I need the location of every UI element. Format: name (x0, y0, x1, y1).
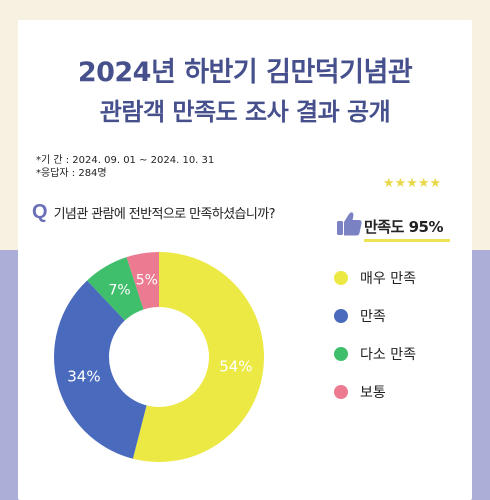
slice-label: 5% (136, 272, 158, 288)
rating-stars-icon: ★★★★★ (382, 176, 442, 191)
legend-item: 매우 만족 (334, 268, 416, 288)
legend-item: 보통 (334, 382, 386, 402)
satisfaction-underline (364, 239, 450, 242)
pie-slice (126, 252, 159, 310)
slice-label: 54% (219, 358, 252, 376)
question-text: 기념관 관람에 전반적으로 만족하셨습니까? (53, 206, 276, 222)
survey-period: *기 간 : 2024. 09. 01 ~ 2024. 10. 31 (36, 155, 215, 166)
page-title: 2024년 하반기 김만덕기념관 (77, 57, 413, 88)
survey-respondents: *응답자 : 284명 (36, 168, 107, 179)
question-row: Q 기념관 관람에 전반적으로 만족하셨습니까? (32, 200, 276, 224)
satisfaction-summary: 만족도 95% (364, 218, 444, 236)
legend-swatch (334, 385, 348, 399)
legend-swatch (334, 347, 348, 361)
survey-card: 2024년 하반기 김만덕기념관 관람객 만족도 조사 결과 공개 *기 간 :… (18, 20, 472, 500)
legend-label: 만족 (360, 309, 386, 325)
legend-item: 만족 (334, 306, 386, 326)
pie-slice (132, 252, 264, 462)
legend-swatch (334, 271, 348, 285)
legend-item: 다소 만족 (334, 344, 416, 364)
legend-label: 다소 만족 (360, 347, 416, 363)
slice-label: 7% (108, 282, 130, 298)
question-mark-icon: Q (32, 200, 48, 223)
legend-label: 보통 (360, 385, 386, 401)
page-subtitle: 관람객 만족도 조사 결과 공개 (99, 98, 391, 126)
legend-label: 매우 만족 (360, 271, 416, 287)
legend-swatch (334, 309, 348, 323)
donut-chart: 54% 34% 7% 5% (54, 252, 264, 462)
pie-slice (87, 257, 144, 321)
slice-label: 34% (67, 367, 100, 385)
pie-slice (54, 280, 147, 459)
thumbs-up-icon (337, 212, 362, 236)
